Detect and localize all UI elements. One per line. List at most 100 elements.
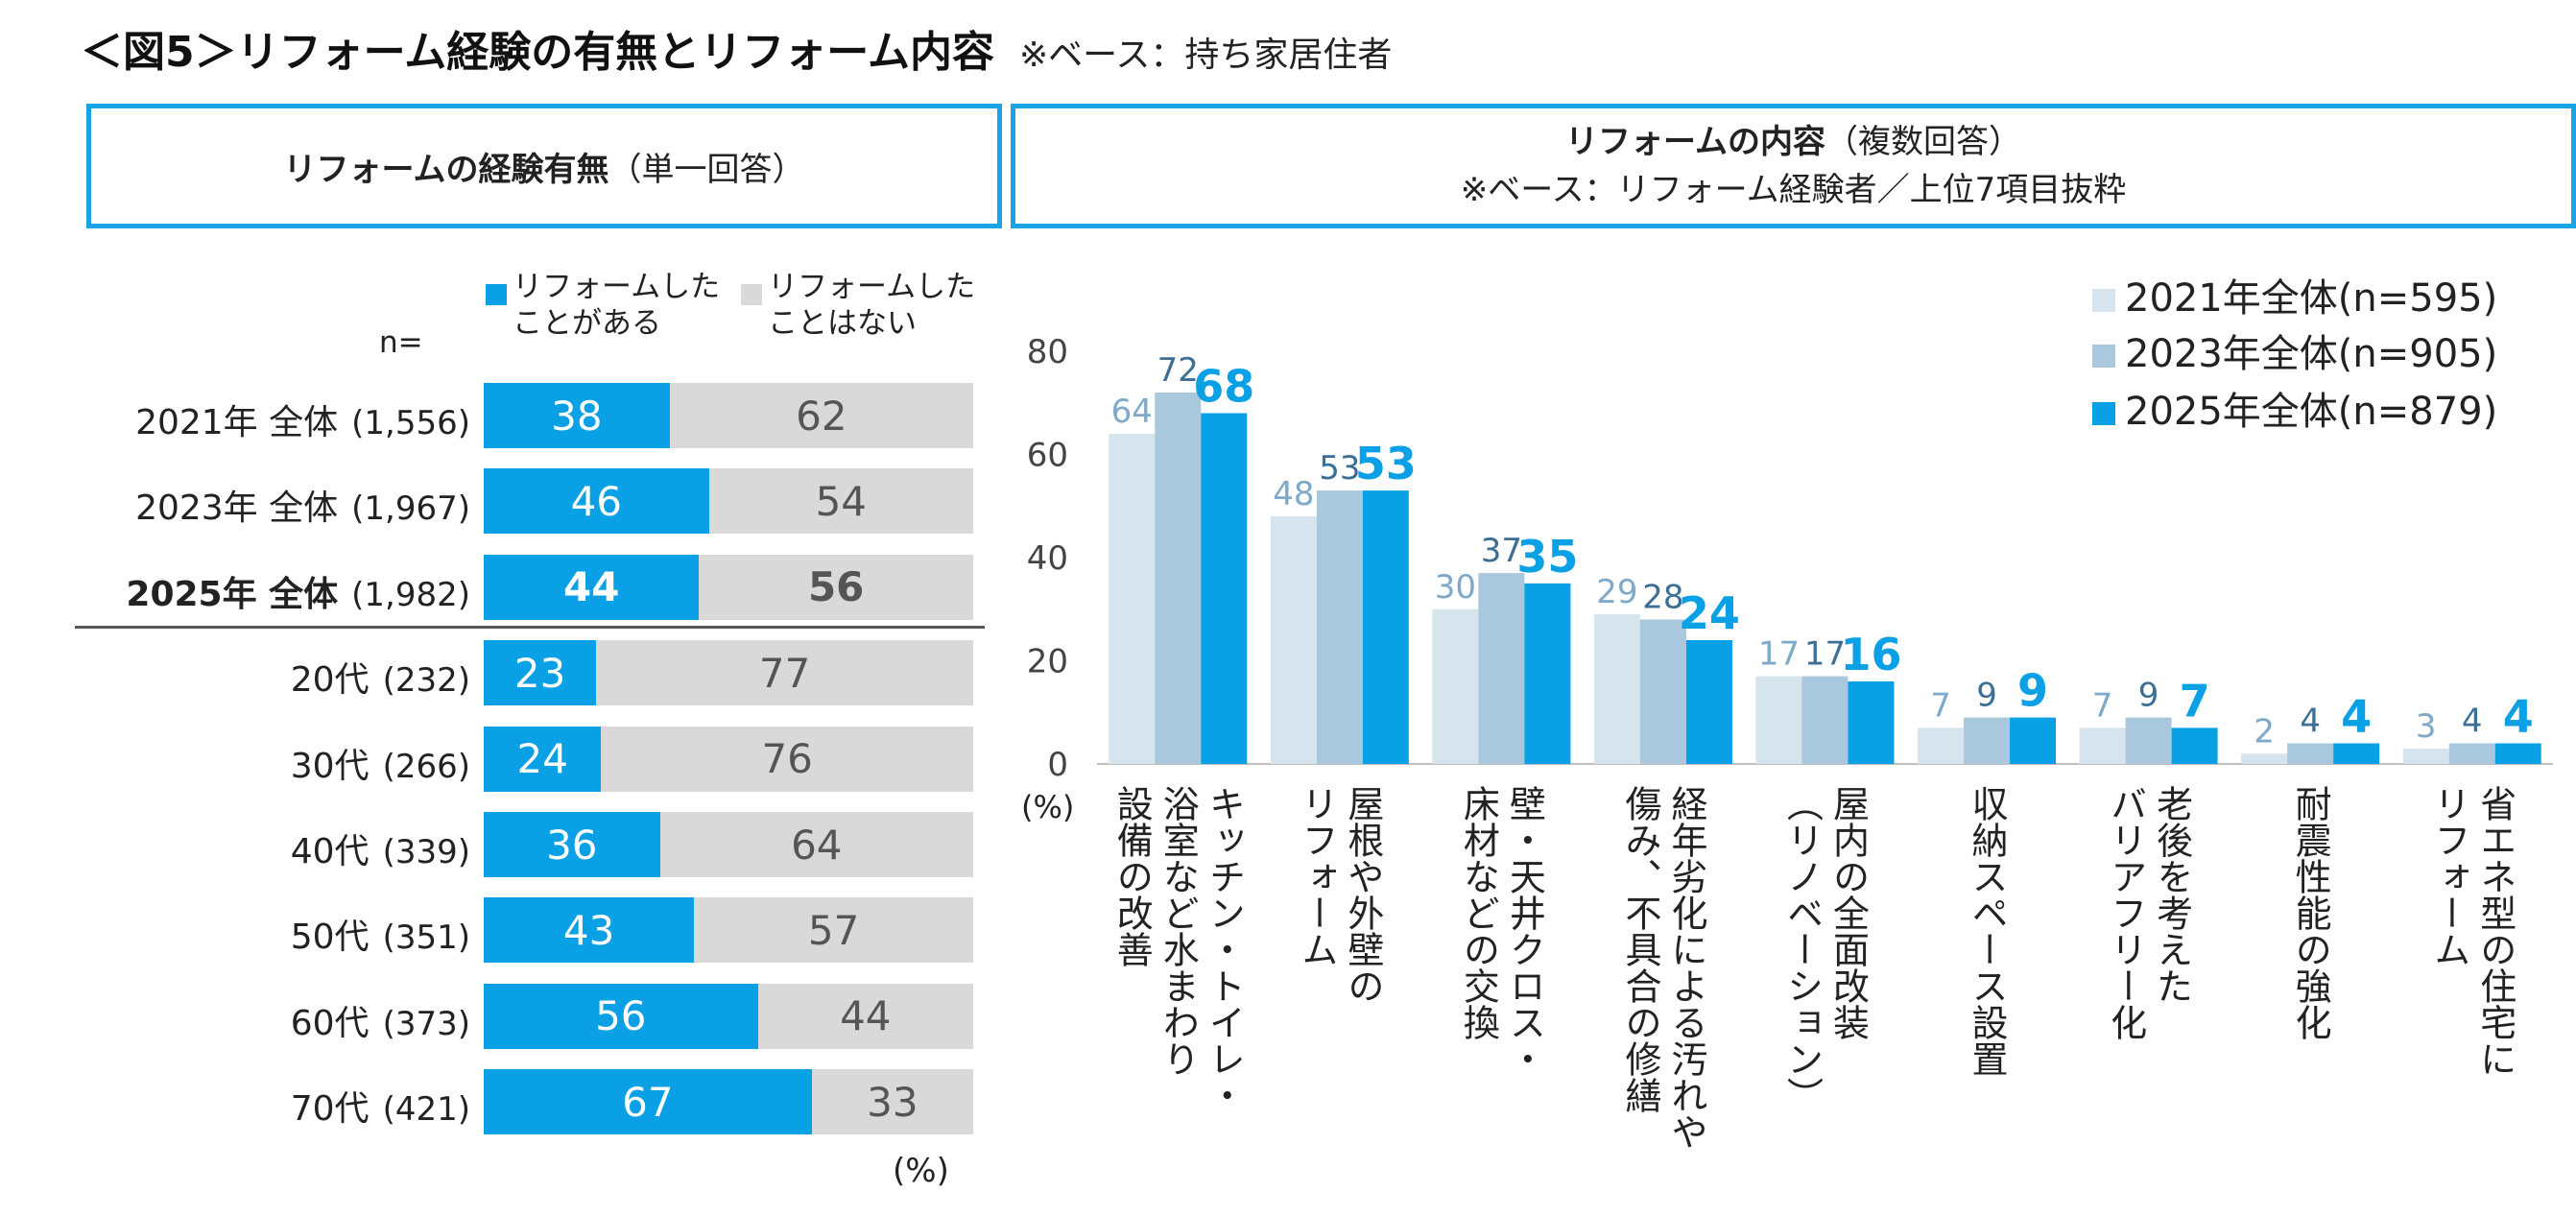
row-category: 50代: [290, 918, 370, 958]
row-label: 30代 (266): [291, 738, 470, 788]
row-label: 2023年 全体 (1,967): [135, 480, 470, 530]
bar-yes: 23: [484, 640, 597, 706]
bar-no: 56: [699, 554, 973, 620]
row-sample-size: (266): [382, 747, 470, 786]
row-sample-size: (339): [382, 833, 470, 871]
bar-series-1: [1478, 573, 1525, 764]
bar-series-0: [2402, 748, 2449, 764]
row-label: 20代 (232): [291, 652, 470, 702]
bar-yes: 46: [484, 468, 709, 535]
data-label: 35: [1516, 531, 1578, 583]
row-sample-size: (1,556): [351, 404, 470, 442]
right-header-title: リフォームの内容: [1565, 123, 1825, 161]
data-label: 9: [2138, 677, 2159, 715]
legend-no-label: リフォームした ことはない: [768, 269, 975, 342]
data-label: 53: [1355, 438, 1417, 489]
category-label: 屋内の全面改装: [1827, 785, 1870, 1040]
data-label: 4: [2341, 691, 2372, 743]
legend-2021-swatch: [2092, 289, 2115, 312]
category-label: 壁・天井クロス・: [1503, 785, 1545, 1077]
category-label: 屋根や外壁の: [1342, 785, 1384, 1004]
bar-yes: 36: [484, 812, 660, 877]
row-category: 40代: [290, 832, 370, 871]
bar-no: 76: [601, 726, 973, 792]
data-label: 64: [1111, 393, 1153, 431]
y-tick-label: 60: [1027, 437, 1068, 475]
bar-series-2: [1201, 413, 1248, 764]
data-label: 16: [1840, 629, 1901, 680]
data-label: 17: [1804, 635, 1846, 674]
legend-no-line2: ことはない: [768, 306, 917, 341]
legend-2023: 2023年全体(n=905): [2092, 322, 2497, 378]
category-label: バリアフリー化: [2105, 785, 2147, 1040]
data-label: 37: [1481, 532, 1522, 570]
n-label: n=: [379, 325, 423, 360]
data-label: 7: [2092, 686, 2113, 725]
bar-series-2: [1524, 583, 1571, 764]
category-label: 収納スペース設置: [1966, 785, 2008, 1077]
right-header-note: （複数回答）: [1825, 123, 2021, 161]
row-label: 60代 (373): [291, 995, 470, 1045]
bar-series-0: [1432, 608, 1479, 764]
legend-yes-label: リフォームした ことがある: [513, 269, 720, 342]
figure-base-note: ※ベース：持ち家居住者: [1018, 36, 1393, 75]
legend-2025: 2025年全体(n=879): [2092, 380, 2497, 436]
category-label: 傷み、不具合の修繕: [1619, 785, 1661, 1113]
category-label: リフォーム: [2428, 785, 2470, 967]
bar-series-1: [1639, 619, 1686, 764]
bar-no: 57: [694, 897, 973, 964]
y-tick-label: 40: [1027, 539, 1068, 578]
y-tick-label: 20: [1027, 643, 1068, 681]
right-panel-header: リフォームの内容（複数回答） ※ベース：リフォーム経験者／上位7項目抜粋: [1011, 104, 2576, 228]
legend-yes-swatch: [486, 284, 507, 305]
legend-yes-line2: ことがある: [513, 306, 661, 341]
legend-2025-swatch: [2092, 402, 2115, 425]
data-label: 68: [1193, 361, 1254, 413]
bar-series-1: [1155, 393, 1202, 764]
legend-no-line1: リフォームした: [768, 270, 976, 304]
data-label: 53: [1319, 449, 1360, 488]
bar-series-2: [1848, 681, 1895, 764]
category-label: 老後を考えた: [2151, 785, 2193, 1004]
bar-series-2: [2171, 727, 2218, 764]
bar-series-1: [1964, 717, 2011, 764]
row-label: 70代 (421): [291, 1081, 470, 1131]
y-tick-label: 80: [1027, 333, 1068, 371]
bar-series-0: [1109, 434, 1156, 764]
row-label: 2021年 全体 (1,556): [135, 394, 470, 444]
legend-yes-line1: リフォームした: [513, 270, 721, 304]
left-panel-header: リフォームの経験有無（単一回答）: [86, 104, 1002, 228]
data-label: 2: [2254, 712, 2275, 751]
data-label: 9: [1976, 677, 1997, 715]
bar-series-1: [2448, 743, 2495, 764]
data-label: 7: [1930, 686, 1951, 725]
row-category: 60代: [290, 1003, 370, 1043]
left-header-note: （単一回答）: [608, 150, 805, 189]
data-label: 72: [1157, 351, 1199, 390]
data-label: 29: [1596, 573, 1637, 611]
category-label: 経年劣化による汚れや: [1665, 785, 1707, 1150]
category-label: 耐震性能の強化: [2289, 785, 2331, 1040]
bar-series-2: [1362, 490, 1409, 764]
category-label: 省エネ型の住宅に: [2474, 785, 2516, 1077]
row-category: 70代: [290, 1089, 370, 1130]
bar-yes: 44: [484, 554, 700, 620]
group-divider: [75, 626, 985, 629]
right-unit-label: (%): [1021, 789, 1075, 825]
bar-yes: 56: [484, 983, 758, 1049]
bar-yes: 24: [484, 726, 602, 792]
data-label: 30: [1435, 568, 1476, 607]
data-label: 4: [2300, 703, 2321, 741]
data-label: 7: [2180, 675, 2210, 727]
left-header-title: リフォームの経験有無: [283, 150, 609, 189]
bar-series-0: [1593, 614, 1640, 764]
left-unit-label: (%): [893, 1152, 949, 1190]
legend-2025-label: 2025年全体(n=879): [2125, 390, 2498, 434]
figure-title-text: ＜図5＞リフォーム経験の有無とリフォーム内容: [81, 28, 994, 77]
row-category: 2023年 全体: [135, 489, 339, 529]
bar-no: 33: [811, 1069, 973, 1135]
bar-series-1: [2125, 717, 2172, 764]
row-sample-size: (1,967): [351, 489, 470, 529]
bar-series-2: [2333, 743, 2380, 764]
row-category: 2025年 全体: [126, 574, 339, 614]
